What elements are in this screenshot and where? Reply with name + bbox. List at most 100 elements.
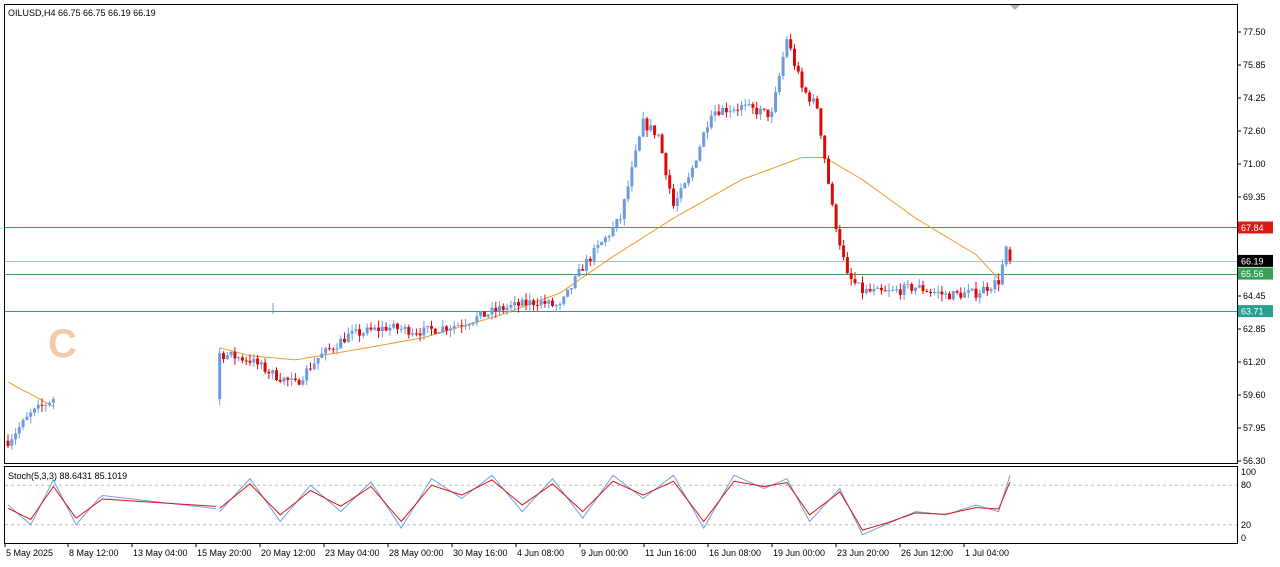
candle-body <box>830 183 834 205</box>
ma-segment-0 <box>7 381 54 407</box>
candle-body <box>883 290 887 292</box>
ma-segment-1 <box>219 157 1000 361</box>
stoch-tick-label: 20 <box>1241 520 1251 530</box>
candle-body <box>694 160 698 168</box>
price-tick-label: 75.85 <box>1243 60 1266 70</box>
candle-body <box>849 273 853 280</box>
candle-body <box>910 284 914 291</box>
candle-body <box>437 332 441 334</box>
candle-body <box>683 183 687 189</box>
candle-body <box>396 323 399 330</box>
stochastic-label: Stoch(5,3,3) 88.6431 85.1019 <box>8 471 127 481</box>
candle-body <box>422 327 426 336</box>
candle-body <box>320 353 324 358</box>
candle-body <box>811 98 815 102</box>
candle-body <box>755 107 759 115</box>
candle-body <box>626 186 630 200</box>
main-plot-frame[interactable] <box>4 4 1238 464</box>
stochastic-plot-frame[interactable] <box>4 466 1238 544</box>
candle-body <box>951 291 955 300</box>
candle-body <box>641 118 645 137</box>
candle-body <box>630 166 634 187</box>
candle-body <box>535 304 539 306</box>
candle-body <box>229 351 233 356</box>
candle-body <box>218 353 222 399</box>
candle-body <box>331 348 335 350</box>
candle-body <box>358 329 362 336</box>
candle-body <box>309 368 312 370</box>
candle-body <box>275 370 278 380</box>
time-tick-label: 4 Jun 08:00 <box>517 548 564 558</box>
stoch-tick-label: 0 <box>1241 533 1246 543</box>
candle-body <box>467 324 471 326</box>
candle-body <box>819 108 823 136</box>
time-tick-label: 15 May 20:00 <box>197 548 252 558</box>
candle-body <box>373 327 377 330</box>
candle-body <box>33 408 36 413</box>
time-tick-label: 23 Jun 20:00 <box>837 548 889 558</box>
candle-body <box>702 132 706 147</box>
candle-body <box>551 300 554 306</box>
level-price-badge-support_green <box>1238 267 1273 280</box>
candle-body <box>562 296 566 304</box>
price-tick-label: 61.20 <box>1243 357 1266 367</box>
candle-body <box>588 258 592 262</box>
candle-body <box>263 362 267 372</box>
candle-body <box>592 248 596 262</box>
candle-body <box>490 307 494 315</box>
candle-body <box>838 229 842 246</box>
candle-body <box>520 299 524 306</box>
candle-body <box>660 134 664 154</box>
candle-body <box>600 242 604 245</box>
candle-body <box>380 326 384 331</box>
candle-body <box>573 276 577 288</box>
candle-body <box>256 358 260 365</box>
candle-body <box>713 111 717 116</box>
candle-body <box>482 311 486 317</box>
candle-body <box>724 108 728 113</box>
candle-body <box>407 326 411 335</box>
candle-body <box>649 125 653 131</box>
time-tick-label: 23 May 04:00 <box>325 548 380 558</box>
candle-body <box>248 360 252 363</box>
candle-body <box>966 290 970 293</box>
chart-shift-marker-icon[interactable] <box>1010 5 1020 10</box>
candle-body <box>21 420 25 428</box>
time-tick-label: 30 May 16:00 <box>453 548 508 558</box>
price-tick-label: 56.30 <box>1243 456 1266 466</box>
candle-body <box>868 289 872 292</box>
time-tick-label: 19 Jun 00:00 <box>773 548 825 558</box>
candle-body <box>233 351 237 359</box>
candle-body <box>989 289 993 291</box>
price-tick-label: 72.60 <box>1243 126 1266 136</box>
candle-body <box>974 288 978 298</box>
candle-body <box>456 325 460 327</box>
level-price-label-current: 66.19 <box>1241 256 1264 266</box>
candle-body <box>517 302 520 306</box>
candle-body <box>879 287 883 291</box>
candle-body <box>6 440 10 446</box>
price-tick-label: 64.45 <box>1243 291 1266 301</box>
candle-body <box>675 198 679 206</box>
candle-body <box>528 300 532 306</box>
candle-body <box>324 348 328 354</box>
candle-body <box>861 282 864 293</box>
time-tick-label: 26 Jun 12:00 <box>901 548 953 558</box>
candle-body <box>687 177 691 184</box>
candle-body <box>554 305 558 307</box>
candle-body <box>925 291 929 292</box>
candle-body <box>305 368 309 381</box>
candle-body <box>297 380 301 385</box>
candle-body <box>668 175 672 189</box>
candle-body <box>845 257 849 274</box>
candle-body <box>781 56 785 76</box>
candle-body <box>271 370 275 374</box>
stoch-tick-label: 100 <box>1241 467 1256 477</box>
candle-body <box>596 245 600 248</box>
candle-body <box>834 204 838 230</box>
candle-body <box>222 353 225 359</box>
candle-body <box>948 293 951 300</box>
candle-body <box>766 109 770 117</box>
candle-body <box>774 92 778 112</box>
